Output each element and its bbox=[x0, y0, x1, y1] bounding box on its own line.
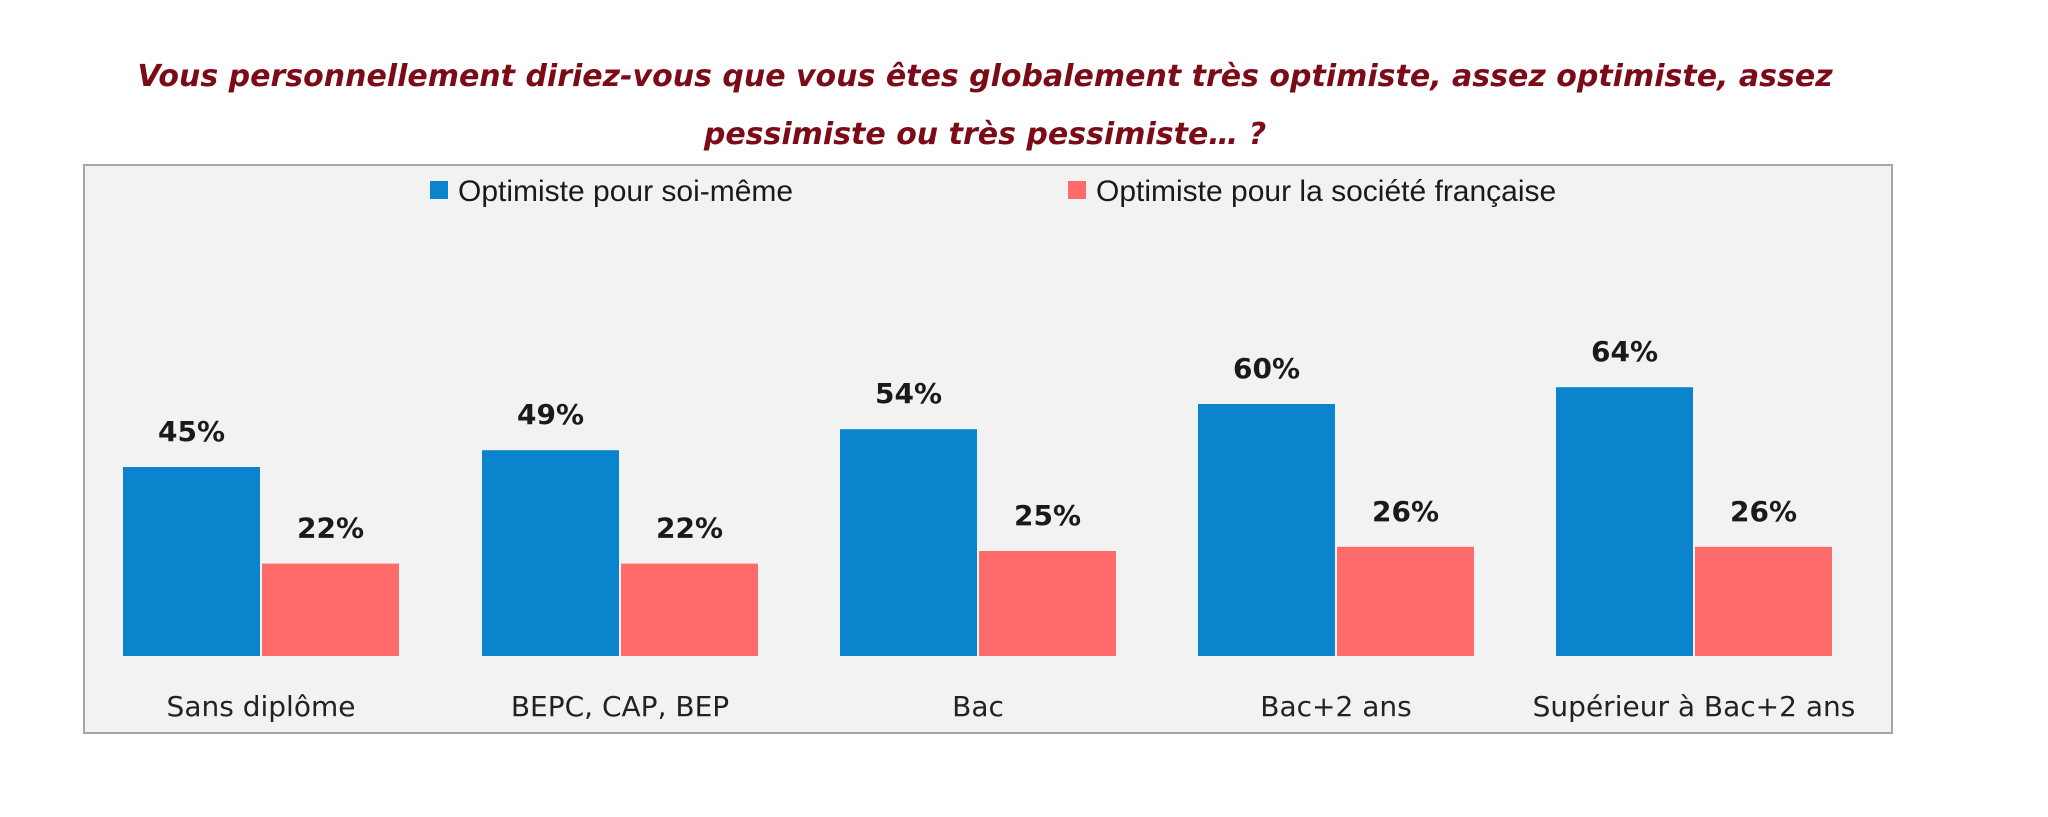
legend: Optimiste pour soi-même Optimiste pour la… bbox=[430, 175, 1556, 208]
bar-societe-2 bbox=[621, 563, 758, 656]
bar-societe-4 bbox=[1337, 546, 1474, 656]
legend-swatch-2 bbox=[1068, 181, 1086, 199]
bar-soi-meme-3 bbox=[840, 429, 977, 656]
bar-societe-1 bbox=[262, 563, 399, 656]
value-label: 45% bbox=[158, 415, 225, 448]
value-label: 54% bbox=[875, 377, 942, 410]
legend-label-1: Optimiste pour soi-même bbox=[458, 175, 793, 208]
value-label: 26% bbox=[1730, 495, 1797, 528]
bar-soi-meme-5 bbox=[1556, 387, 1693, 656]
category-labels: Sans diplôme BEPC, CAP, BEP Bac Bac+2 ans Su… bbox=[167, 690, 1856, 723]
chart-title: Vous personnellement diriez-vous que vou… bbox=[137, 59, 1833, 152]
value-label: 22% bbox=[656, 512, 723, 545]
bars-group bbox=[123, 387, 1832, 656]
bar-soi-meme-4 bbox=[1198, 404, 1335, 656]
value-label: 60% bbox=[1233, 352, 1300, 385]
bar-societe-3 bbox=[979, 551, 1116, 656]
value-label: 22% bbox=[297, 512, 364, 545]
category-label: BEPC, CAP, BEP bbox=[511, 690, 729, 723]
category-label: Supérieur à Bac+2 ans bbox=[1533, 690, 1856, 723]
bar-soi-meme-1 bbox=[123, 467, 260, 656]
category-label: Bac+2 ans bbox=[1260, 690, 1411, 723]
bar-soi-meme-2 bbox=[482, 450, 619, 656]
value-label: 49% bbox=[517, 398, 584, 431]
value-label: 25% bbox=[1014, 499, 1081, 532]
category-label: Sans diplôme bbox=[167, 690, 356, 723]
bar-societe-5 bbox=[1695, 546, 1832, 656]
legend-label-2: Optimiste pour la société française bbox=[1096, 175, 1556, 208]
value-labels: 45% 22% 49% 22% 54% 25% 60% 26% 64% 26% bbox=[158, 335, 1797, 544]
legend-swatch-1 bbox=[430, 181, 448, 199]
value-label: 26% bbox=[1372, 495, 1439, 528]
category-label: Bac bbox=[952, 690, 1004, 723]
value-label: 64% bbox=[1591, 335, 1658, 368]
